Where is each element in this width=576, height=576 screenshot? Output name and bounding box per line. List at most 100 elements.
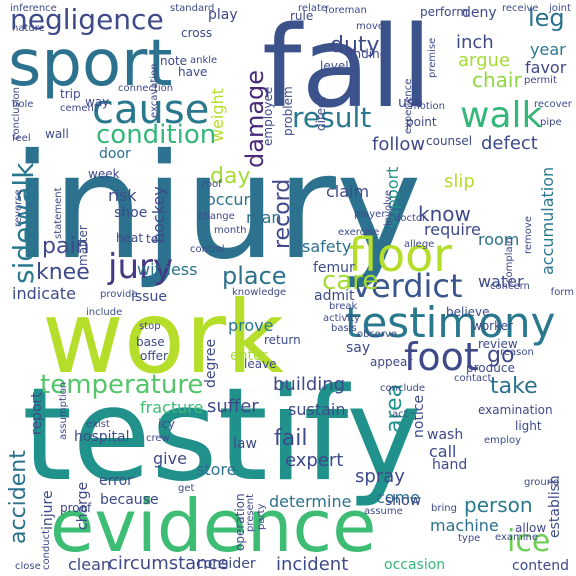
word-level: level — [320, 59, 349, 73]
word-appear: appear — [370, 355, 413, 369]
word-consider: consider — [196, 556, 256, 572]
word-accumulation: accumulation — [538, 167, 557, 276]
word-offer: offer — [140, 349, 168, 363]
word-ground: ground — [524, 477, 560, 488]
word-conduct: conduct — [41, 529, 52, 570]
word-way: way — [85, 95, 110, 109]
word-fall: fall — [262, 3, 433, 133]
word-know: know — [418, 202, 471, 226]
word-hand: hand — [432, 457, 468, 473]
word-concern: concern — [490, 281, 530, 292]
word-fail: fail — [274, 426, 308, 451]
word-require: require — [424, 220, 481, 239]
word-negligence: negligence — [10, 3, 164, 36]
word-perform: perform — [420, 5, 468, 19]
word-close: close — [15, 561, 41, 572]
word-clean: clean — [68, 555, 112, 574]
word-return: return — [264, 333, 301, 347]
word-move: move — [356, 21, 384, 32]
word-roof: roof — [202, 179, 222, 190]
word-wash: wash — [427, 427, 464, 443]
word-place: place — [222, 262, 287, 290]
word-player: player — [354, 209, 386, 220]
word-excavation: excavation — [149, 63, 160, 118]
word-knowledge: knowledge — [232, 287, 287, 298]
word-store: store — [196, 460, 237, 479]
word-machine: machine — [430, 516, 499, 535]
word-joint: joint — [549, 3, 571, 14]
word-say: say — [346, 340, 371, 356]
word-year: year — [530, 40, 566, 59]
word-exercise: exercise — [338, 227, 380, 238]
word-crew: crew — [146, 433, 170, 444]
word-exist: exist — [86, 419, 110, 430]
word-act: act — [392, 409, 408, 420]
word-receive: receive — [502, 3, 539, 14]
word-include: include — [86, 307, 123, 318]
word-safety: safety — [302, 237, 352, 256]
word-party: party — [256, 503, 267, 530]
word-water: water — [478, 272, 524, 291]
word-follow: follow — [372, 134, 426, 155]
word-contend: contend — [512, 558, 569, 574]
word-examine: examine — [495, 532, 539, 543]
word-leave: leave — [244, 357, 277, 371]
word-control: control — [190, 244, 225, 255]
word-law: law — [233, 436, 257, 452]
word-indicate: indicate — [12, 284, 76, 303]
word-take: take — [490, 374, 538, 399]
word-month: month — [214, 225, 247, 236]
word-femur: femur — [313, 260, 355, 276]
word-give: give — [153, 449, 187, 468]
word-have: have — [178, 65, 208, 79]
word-notice: notice — [411, 395, 427, 439]
word-reason: reason — [500, 347, 534, 358]
word-light: light — [515, 419, 542, 433]
word-break: break — [329, 301, 358, 312]
word-evidence: evidence — [50, 484, 377, 568]
word-pain: pain — [42, 234, 90, 259]
word-care: care — [322, 266, 379, 296]
word-assume: assume — [364, 506, 403, 517]
word-go: go — [487, 343, 515, 368]
word-occasion: occasion — [384, 557, 446, 573]
word-favor: favor — [525, 58, 567, 77]
word-argue: argue — [458, 50, 511, 71]
word-spray: spray — [355, 466, 405, 487]
word-inference: inference — [10, 3, 57, 14]
word-pipe: pipe — [540, 117, 562, 128]
word-floor: floor — [348, 228, 453, 282]
word-relate: relate — [298, 3, 328, 14]
word-cement: cement — [60, 103, 98, 114]
word-admit: admit — [314, 288, 355, 304]
word-enter: enter — [230, 348, 268, 364]
word-activity: activity — [323, 313, 360, 324]
word-connection: connection — [118, 83, 174, 94]
word-hospital: hospital — [74, 429, 130, 445]
word-wall: wall — [45, 127, 69, 141]
word-building: building — [273, 374, 346, 395]
word-work: work — [42, 279, 284, 396]
word-get: get — [178, 483, 195, 494]
word-accident: accident — [6, 449, 31, 544]
word-point: point — [406, 115, 437, 129]
word-person: person — [464, 493, 533, 517]
word-nature: nature — [12, 23, 45, 34]
word-report: report — [29, 392, 45, 436]
word-employ: employ — [484, 435, 522, 446]
word-testimony: testimony — [345, 298, 556, 347]
word-proof: proof — [60, 501, 92, 515]
word-provide: provide — [100, 289, 138, 300]
word-bring: bring — [431, 503, 457, 514]
word-reverse: reverse — [13, 189, 24, 227]
word-leg: leg — [528, 4, 565, 32]
word-allow: allow — [515, 521, 547, 535]
word-trip: trip — [60, 87, 81, 101]
word-fracture: fracture — [140, 398, 204, 417]
word-doctor: doctor — [394, 213, 427, 224]
word-observe: observe — [357, 329, 398, 340]
word-type: type — [458, 533, 481, 544]
word-chair: chair — [472, 68, 522, 92]
word-testify: testify — [22, 361, 422, 510]
